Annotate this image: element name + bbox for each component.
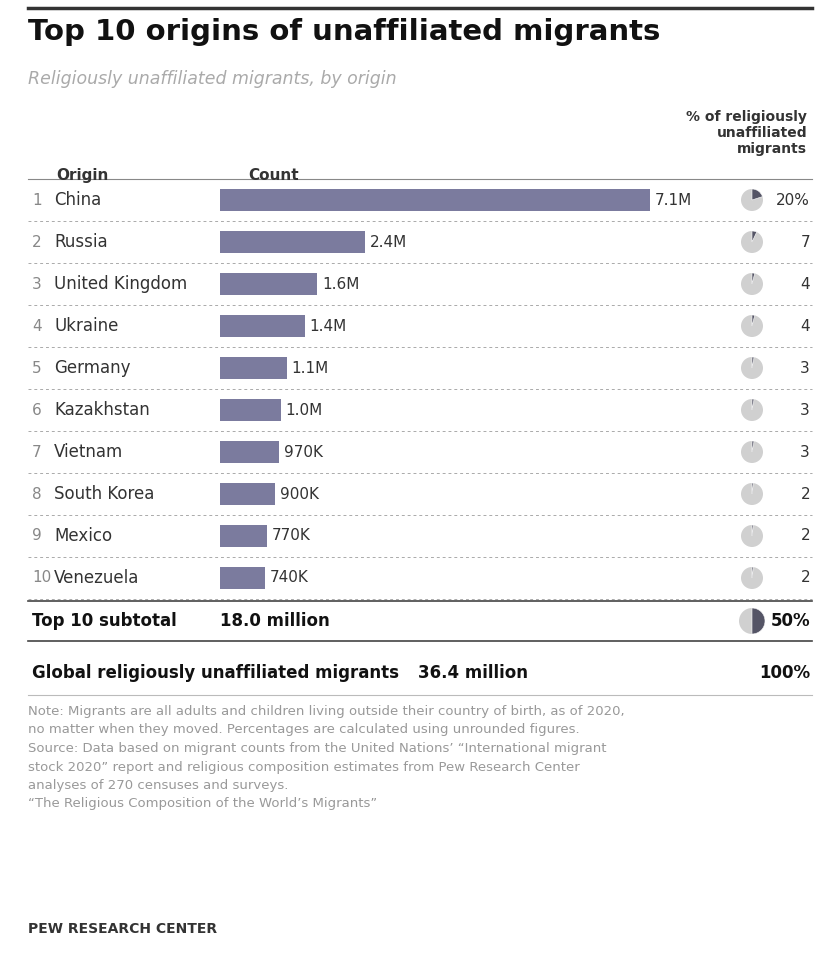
Text: Mexico: Mexico [54,527,112,545]
Text: 9: 9 [32,529,42,543]
Circle shape [741,315,763,337]
Text: Germany: Germany [54,359,130,377]
Bar [220,567,265,589]
Wedge shape [752,273,754,284]
Text: % of religiously
unaffiliated
migrants: % of religiously unaffiliated migrants [686,110,807,156]
Wedge shape [752,357,754,368]
Text: 1.0M: 1.0M [286,402,323,418]
Text: Note: Migrants are all adults and children living outside their country of birth: Note: Migrants are all adults and childr… [28,705,625,810]
Wedge shape [752,483,753,494]
Text: 4: 4 [32,318,42,333]
Text: 740K: 740K [270,571,308,585]
Text: Ukraine: Ukraine [54,317,118,335]
Text: 2: 2 [801,529,810,543]
Bar [220,399,281,421]
Text: 7: 7 [32,445,42,460]
Text: PEW RESEARCH CENTER: PEW RESEARCH CENTER [28,922,217,936]
Bar [220,483,275,505]
Wedge shape [752,189,763,200]
Circle shape [741,441,763,463]
Text: China: China [54,191,102,209]
Wedge shape [752,441,754,452]
Text: Global religiously unaffiliated migrants: Global religiously unaffiliated migrants [32,664,399,682]
Text: Kazakhstan: Kazakhstan [54,401,150,419]
Circle shape [741,231,763,253]
Text: 7: 7 [801,235,810,249]
Circle shape [739,608,765,634]
Text: United Kingdom: United Kingdom [54,275,187,293]
Text: 1.6M: 1.6M [322,277,360,291]
Text: Religiously unaffiliated migrants, by origin: Religiously unaffiliated migrants, by or… [28,70,396,88]
Text: 3: 3 [801,445,810,460]
Text: Count: Count [248,168,299,183]
Text: Russia: Russia [54,233,108,251]
Text: Venezuela: Venezuela [54,569,139,587]
Circle shape [741,357,763,379]
Text: Top 10 origins of unaffiliated migrants: Top 10 origins of unaffiliated migrants [28,18,660,46]
Text: 6: 6 [32,402,42,418]
Circle shape [741,567,763,589]
Text: Vietnam: Vietnam [54,443,123,461]
Text: 4: 4 [801,277,810,291]
Bar [220,357,286,379]
Bar [220,231,365,253]
Circle shape [741,483,763,505]
Text: 8: 8 [32,487,42,501]
Text: 1.4M: 1.4M [310,318,347,333]
Text: 100%: 100% [759,664,810,682]
Text: 2: 2 [32,235,42,249]
Text: 900K: 900K [280,487,318,501]
Wedge shape [752,567,753,578]
Text: 770K: 770K [271,529,311,543]
Bar [220,273,317,295]
Text: 970K: 970K [284,445,323,460]
Wedge shape [752,399,754,410]
Circle shape [741,399,763,421]
Circle shape [741,189,763,211]
Text: 36.4 million: 36.4 million [418,664,528,682]
Text: 4: 4 [801,318,810,333]
Text: 20%: 20% [776,193,810,208]
Text: 3: 3 [801,402,810,418]
Circle shape [741,273,763,295]
Text: 50%: 50% [770,612,810,630]
Text: 2.4M: 2.4M [370,235,407,249]
Bar [220,441,279,463]
Text: Origin: Origin [56,168,108,183]
Bar [220,315,305,337]
Wedge shape [752,231,757,242]
Bar [220,525,266,547]
Text: 2: 2 [801,571,810,585]
Text: 3: 3 [32,277,42,291]
Text: 18.0 million: 18.0 million [220,612,330,630]
Text: 5: 5 [32,360,42,376]
Wedge shape [752,525,753,536]
Wedge shape [752,608,765,634]
Text: 2: 2 [801,487,810,501]
Bar [220,189,650,211]
Text: 10: 10 [32,571,51,585]
Text: Top 10 subtotal: Top 10 subtotal [32,612,176,630]
Text: 1: 1 [32,193,42,208]
Circle shape [741,525,763,547]
Wedge shape [752,315,754,326]
Text: South Korea: South Korea [54,485,155,503]
Text: 1.1M: 1.1M [291,360,329,376]
Text: 7.1M: 7.1M [655,193,692,208]
Text: 3: 3 [801,360,810,376]
